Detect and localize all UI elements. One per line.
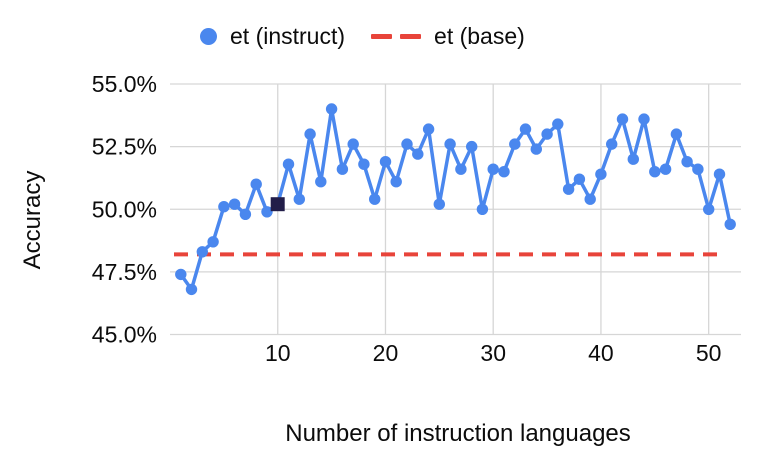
data-point	[261, 206, 273, 218]
data-point	[218, 201, 230, 213]
x-tick-label: 50	[696, 340, 722, 366]
data-point	[519, 123, 532, 135]
data-point	[498, 166, 510, 178]
data-point	[422, 123, 435, 135]
data-point	[239, 208, 252, 220]
data-point	[681, 156, 693, 168]
series-line-et-instruct	[179, 107, 732, 292]
data-point	[638, 113, 650, 125]
x-tick-label: 10	[265, 340, 291, 366]
legend-item-base: et (base)	[371, 23, 525, 50]
data-point	[455, 163, 467, 175]
data-point	[336, 163, 349, 175]
data-point	[444, 138, 456, 150]
y-tick-label: 52.5%	[92, 134, 157, 160]
y-tick-label: 50.0%	[92, 196, 157, 222]
data-point	[250, 178, 262, 190]
data-point	[541, 128, 553, 140]
data-point	[347, 138, 359, 150]
data-point	[466, 140, 478, 153]
data-point	[358, 158, 370, 170]
data-point	[175, 268, 187, 281]
data-point	[713, 168, 726, 180]
highlight-square-marker	[270, 197, 285, 212]
legend-item-instruct: et (instruct)	[200, 23, 345, 50]
data-point	[487, 163, 499, 175]
data-point	[293, 193, 305, 205]
data-point	[476, 203, 489, 215]
data-point	[412, 148, 424, 160]
data-point	[703, 203, 715, 215]
data-point	[530, 143, 542, 155]
data-point	[562, 183, 575, 195]
data-point	[390, 176, 402, 188]
data-point	[401, 138, 413, 150]
data-point	[304, 128, 316, 140]
data-point	[670, 128, 683, 140]
data-point	[228, 198, 241, 210]
y-tick-label: 45.0%	[92, 322, 157, 348]
data-point	[379, 156, 392, 168]
circle-marker-icon	[200, 27, 217, 45]
y-tick-label: 55.0%	[92, 71, 157, 97]
data-point	[369, 193, 381, 205]
data-point	[282, 158, 295, 170]
data-point	[185, 283, 198, 296]
data-point	[196, 246, 208, 258]
data-point	[315, 176, 327, 188]
x-tick-label: 20	[373, 340, 399, 366]
x-tick-label: 30	[480, 340, 506, 366]
data-point	[692, 163, 704, 175]
data-point	[724, 218, 736, 230]
data-point	[595, 168, 607, 180]
data-point	[649, 166, 661, 178]
x-axis-title: Number of instruction languages	[285, 420, 631, 447]
data-point	[616, 113, 629, 125]
data-point	[584, 193, 596, 205]
legend: et (instruct) et (base)	[200, 20, 525, 52]
y-tick-label: 47.5%	[92, 259, 157, 285]
dashed-line-icon	[371, 33, 422, 39]
data-point	[573, 173, 586, 185]
y-axis-title: Accuracy	[19, 170, 46, 270]
legend-label-instruct: et (instruct)	[230, 22, 346, 49]
data-point	[659, 163, 672, 175]
data-point	[509, 138, 521, 150]
data-point	[606, 138, 618, 150]
data-point	[627, 153, 639, 165]
data-point	[552, 118, 564, 130]
legend-label-base: et (base)	[434, 22, 525, 49]
data-point	[433, 198, 445, 210]
data-point	[207, 236, 219, 248]
x-tick-label: 40	[588, 340, 614, 366]
data-point	[325, 103, 338, 115]
